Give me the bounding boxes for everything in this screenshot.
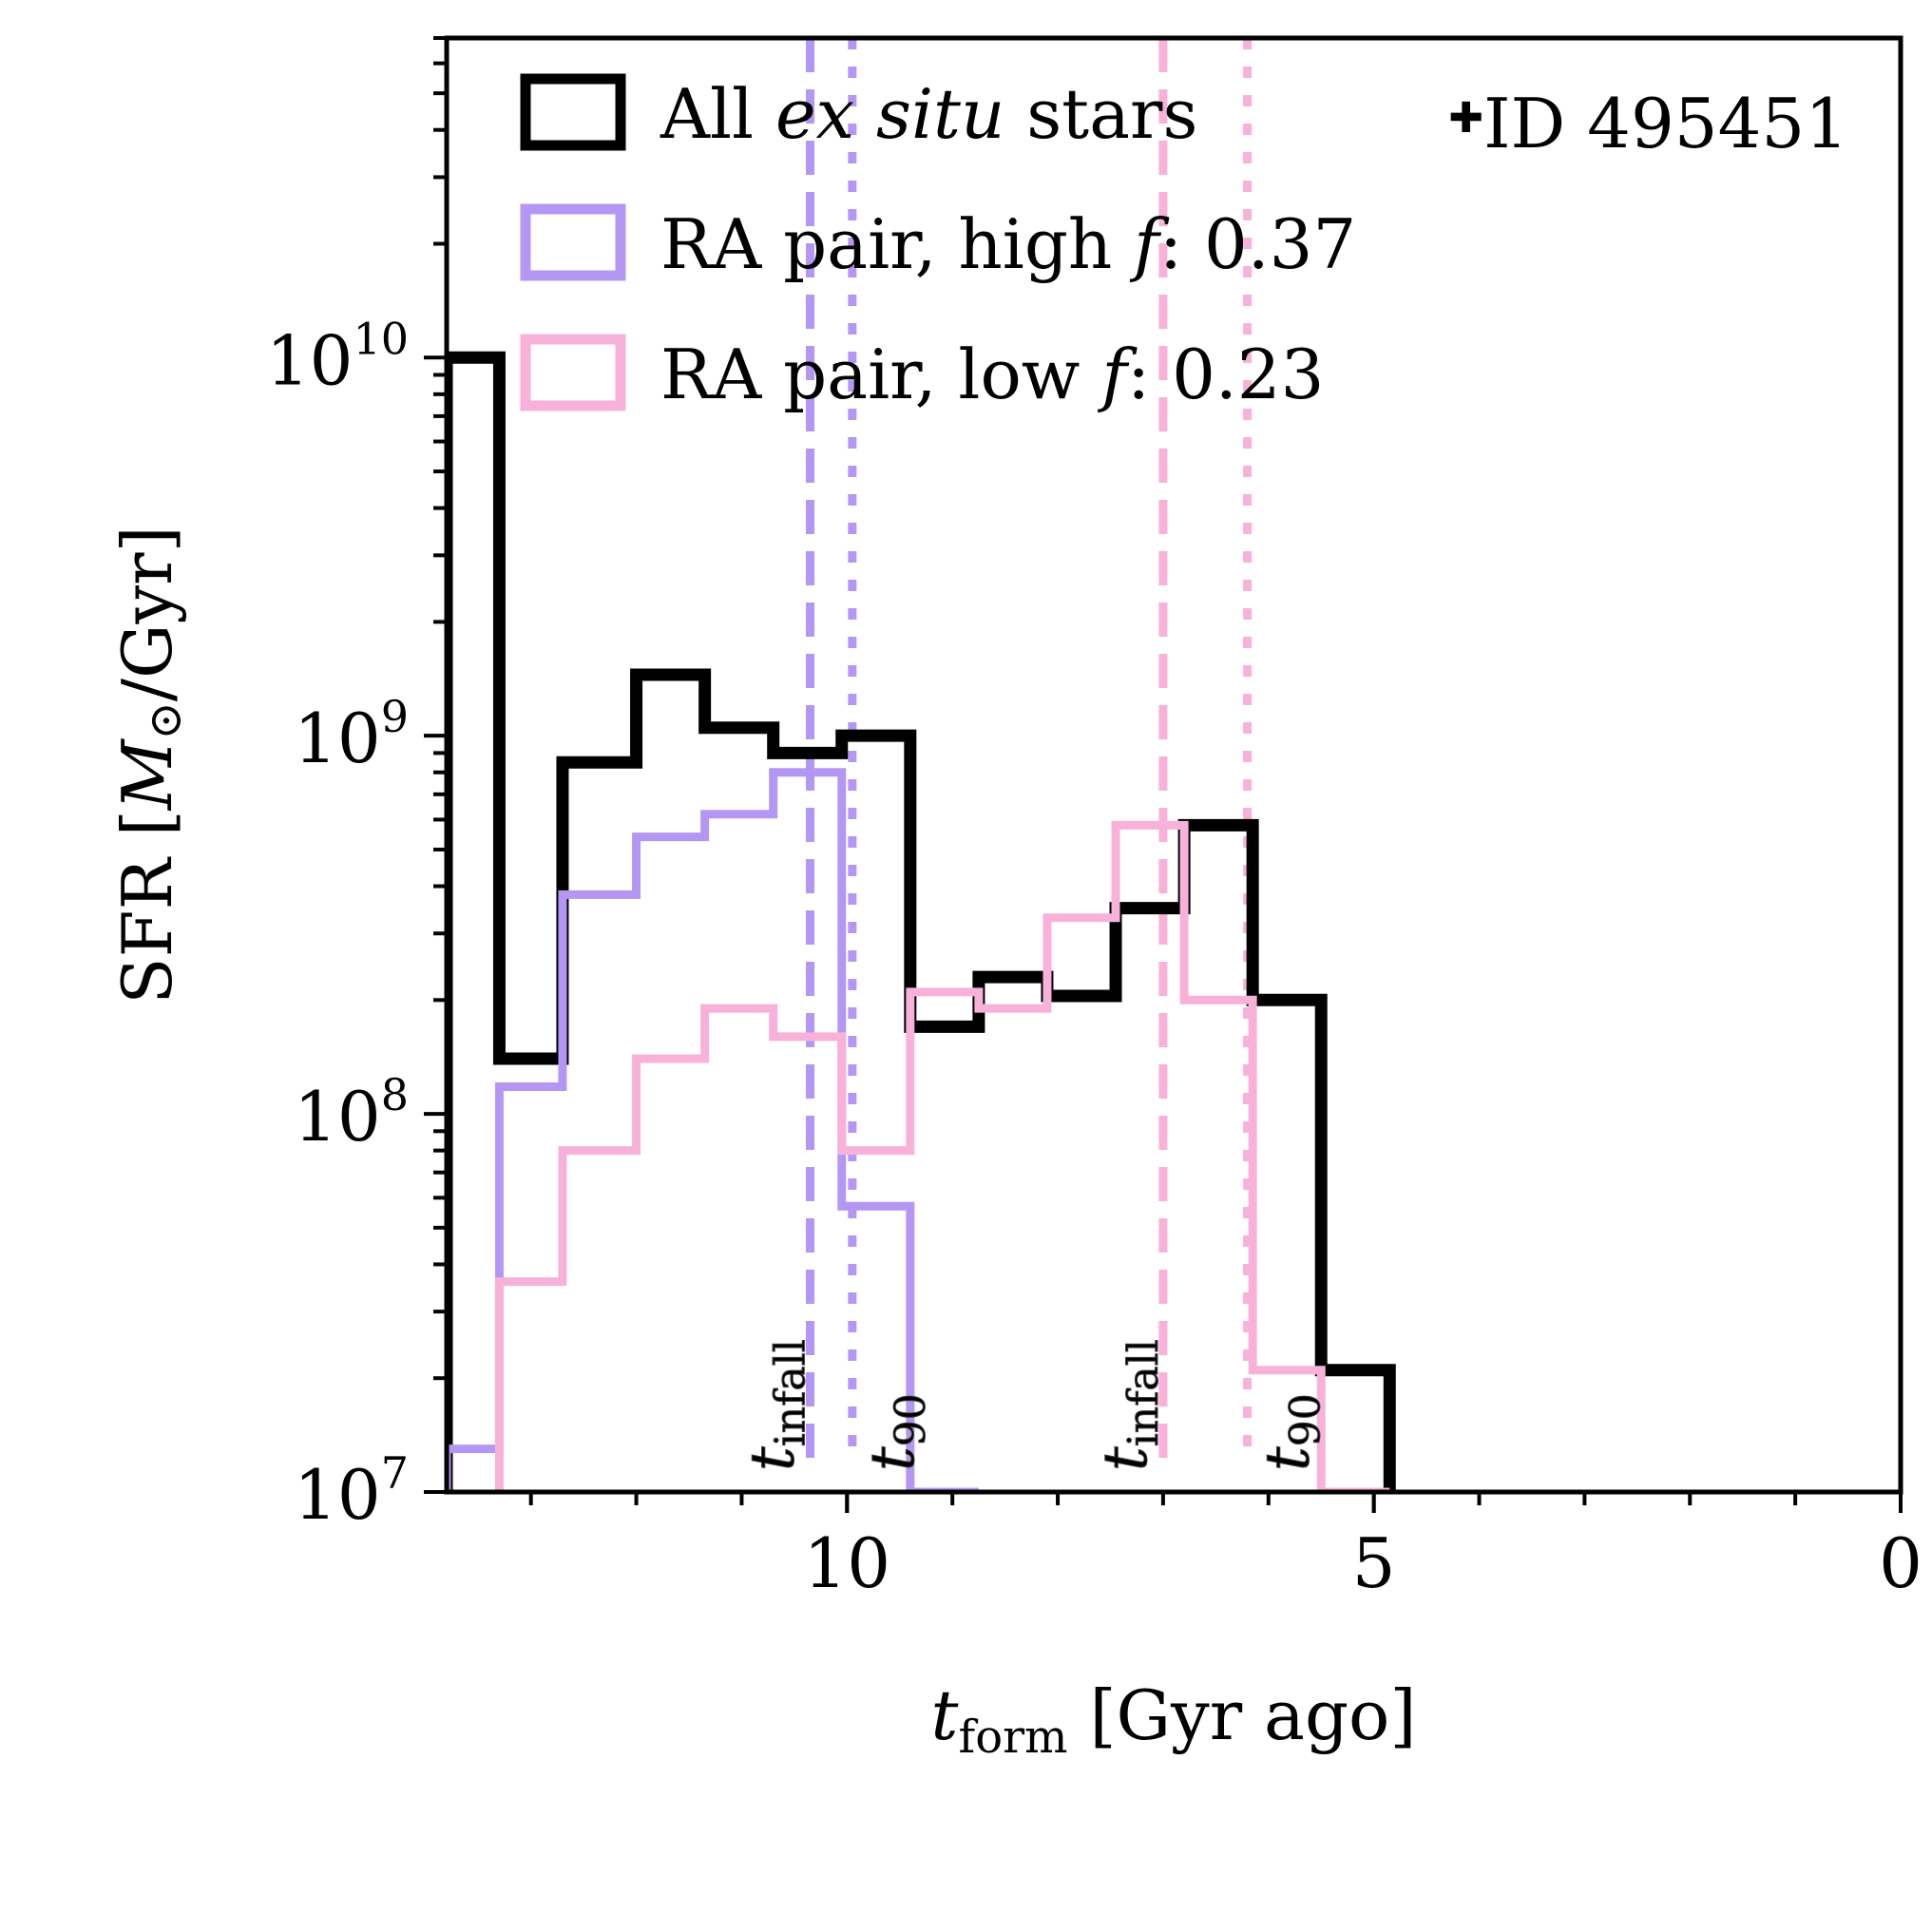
legend-swatch-0 xyxy=(520,73,626,151)
x-tick-label: 10 xyxy=(803,1523,890,1603)
y-tick-exp: 9 xyxy=(381,691,409,742)
y-title-pre: SFR [ xyxy=(107,810,187,1004)
legend-swatch-1 xyxy=(520,203,626,281)
x-title-rest: [Gyr ago] xyxy=(1068,1675,1417,1755)
y-tick-label: 107 xyxy=(294,1447,409,1535)
series-step-0 xyxy=(447,351,1396,1492)
y-title-sym: ⊙ xyxy=(139,701,192,739)
labels-layer: tform [Gyr ago]SFR [M⊙/Gyr]tinfallt90tin… xyxy=(107,84,1848,1764)
legend-post: stars xyxy=(1004,74,1197,154)
vline-label-var: t xyxy=(858,1446,928,1471)
vline-label-2: tinfall xyxy=(1091,1339,1168,1471)
plot-frame xyxy=(444,35,1903,1495)
legend-label-0: All ex situ stars xyxy=(660,74,1197,154)
vline-label-0: tinfall xyxy=(738,1339,815,1471)
vline-label-var: t xyxy=(738,1446,809,1471)
y-tick-base: 10 xyxy=(294,1455,381,1535)
vline-label-sub: infall xyxy=(1119,1339,1168,1446)
legend-label-1: RA pair, high f: 0.37 xyxy=(660,204,1356,284)
y-axis-title: SFR [M⊙/Gyr] xyxy=(107,526,192,1004)
y-tick-base: 10 xyxy=(294,1077,381,1157)
x-axis-title: tform [Gyr ago] xyxy=(931,1675,1417,1764)
y-tick-label: 108 xyxy=(294,1069,409,1157)
legend-post: : 0.37 xyxy=(1159,204,1356,284)
y-tick-label: 1010 xyxy=(266,313,409,400)
y-tick-base: 10 xyxy=(294,698,381,778)
y-tick-exp: 7 xyxy=(381,1447,409,1499)
vline-label-sub: infall xyxy=(767,1339,815,1446)
y-tick-exp: 8 xyxy=(381,1069,409,1120)
y-title-var: M xyxy=(107,737,187,812)
legend-pre: All xyxy=(660,74,775,154)
y-tick-exp: 10 xyxy=(353,313,409,364)
legend-post: : 0.23 xyxy=(1127,335,1324,414)
vline-label-3: t90 xyxy=(1253,1393,1330,1471)
vline-label-var: t xyxy=(1253,1446,1324,1471)
y-title-post: /Gyr] xyxy=(107,526,187,701)
series-step-2 xyxy=(494,820,1390,1492)
y-tick-base: 10 xyxy=(266,320,354,400)
x-tick-label: 0 xyxy=(1879,1523,1922,1603)
legend-pre: RA pair, low xyxy=(660,335,1101,414)
annotation-text: ID 495451 xyxy=(1483,84,1848,163)
plot-area xyxy=(447,38,1396,1492)
legend-ital: ex situ xyxy=(775,74,1004,154)
vline-label-var: t xyxy=(1091,1446,1161,1471)
galaxy-id-annotation: ✚ID 495451 xyxy=(1448,84,1848,163)
legend-swatch-2 xyxy=(520,334,626,411)
vline-label-1: t90 xyxy=(858,1393,935,1471)
vline-label-sub: 90 xyxy=(1282,1393,1330,1446)
vline-label-sub: 90 xyxy=(887,1393,935,1446)
legend-pre: RA pair, high xyxy=(660,204,1134,284)
data-layer xyxy=(447,38,1396,1492)
y-tick-label: 109 xyxy=(294,691,409,778)
legend-label-2: RA pair, low f: 0.23 xyxy=(660,335,1324,414)
annotation-marker: ✚ xyxy=(1448,94,1483,143)
x-title-sub: form xyxy=(958,1711,1067,1764)
x-title-var: t xyxy=(931,1675,960,1755)
series-step-1 xyxy=(447,768,979,1492)
x-tick-label: 5 xyxy=(1352,1523,1396,1603)
